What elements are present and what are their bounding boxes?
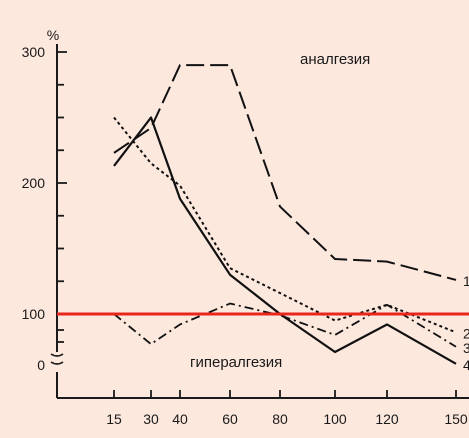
y-tick-label: 200 [22, 175, 46, 191]
series-4-label: 4 [463, 357, 469, 373]
y-tick-label: 300 [22, 44, 46, 60]
y-axis-label: % [47, 27, 59, 43]
x-tick-label: 100 [323, 411, 347, 427]
series-2-line [113, 116, 457, 334]
series-2-label: 2 [463, 325, 469, 341]
series-3-line [113, 302, 457, 348]
y-axis-break-mark [50, 361, 64, 365]
annotation-analgesia: аналгезия [300, 51, 370, 68]
series-1-label: 1 [463, 273, 469, 289]
x-tick-label: 80 [272, 411, 288, 427]
series-1-line [113, 64, 457, 281]
annotation-hyperalgesia: гипералгезия [190, 354, 282, 371]
y-tick-label: 100 [22, 306, 46, 322]
x-tick-label: 15 [106, 411, 122, 427]
x-tick-label: 40 [172, 411, 188, 427]
y-tick-label: 0 [37, 357, 45, 373]
y-axis-break-mark [50, 353, 64, 357]
x-tick-label: 120 [375, 411, 399, 427]
series-4-line [113, 116, 457, 365]
series-3-label: 3 [463, 340, 469, 356]
x-tick-label: 30 [143, 411, 159, 427]
x-tick-label: 150 [444, 411, 468, 427]
x-tick-label: 60 [222, 411, 238, 427]
